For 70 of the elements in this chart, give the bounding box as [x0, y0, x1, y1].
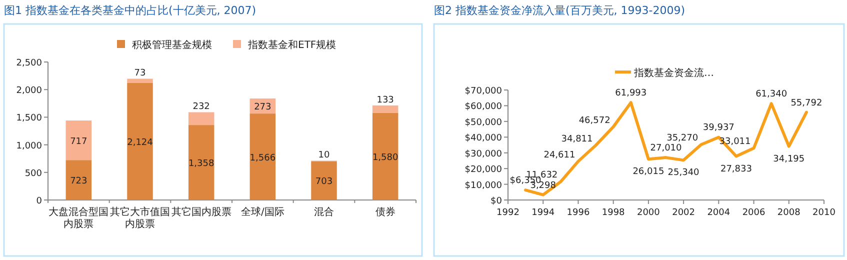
- data-label: 25,340: [668, 168, 700, 178]
- bar: [311, 161, 337, 200]
- data-label: 24,611: [544, 150, 576, 160]
- x-tick-label: 大盘混合型国内股票: [48, 206, 109, 230]
- y-tick-label: $70,000: [464, 86, 502, 96]
- x-tick-label: 2006: [742, 208, 766, 218]
- y-tick-label: 1,000: [16, 141, 42, 152]
- data-label: 27,010: [650, 144, 682, 154]
- x-tick-label: 1992: [496, 208, 520, 218]
- legend-label: 指数基金和ETF规模: [247, 39, 336, 51]
- bar: [250, 114, 276, 200]
- data-label: 27,833: [720, 164, 752, 174]
- x-tick-label: 2004: [707, 208, 730, 218]
- bar: [372, 105, 398, 113]
- data-label: 34,811: [561, 134, 593, 144]
- data-label: 1,358: [188, 159, 214, 170]
- y-tick-label: $20,000: [464, 165, 502, 176]
- x-tick-label: 其它大市值国内股票: [110, 206, 170, 230]
- data-label: 73: [134, 68, 146, 79]
- bar: [127, 82, 153, 200]
- data-label: 1,580: [372, 152, 398, 163]
- bar: [66, 120, 92, 160]
- data-label: 273: [254, 102, 272, 113]
- y-tick-label: 500: [24, 168, 42, 179]
- data-label: 723: [70, 176, 88, 187]
- x-tick-label: 2002: [672, 208, 696, 218]
- chart-title: 图2 指数基金资金净流入量(百万美元, 1993-2009): [434, 4, 686, 17]
- data-label: 1,566: [250, 153, 276, 164]
- data-label: 10: [318, 150, 330, 161]
- data-label: 39,937: [702, 123, 734, 134]
- x-tick-label: 全球/国际: [240, 206, 284, 218]
- chart-title: 图1 指数基金在各类基金中的占比(十亿美元, 2007): [4, 4, 256, 17]
- bar: [66, 160, 92, 200]
- x-tick-label: 1996: [566, 208, 590, 218]
- y-tick-label: 0: [36, 196, 42, 206]
- x-tick-label: 混合: [314, 206, 334, 218]
- y-tick-label: $60,000: [464, 102, 502, 112]
- y-tick-label: 2,500: [16, 58, 42, 68]
- x-tick-label: 2010: [812, 208, 836, 218]
- data-label: 2,124: [127, 138, 154, 148]
- x-tick-label: 1994: [532, 208, 555, 218]
- x-tick-label: 其它国内股票: [171, 206, 232, 218]
- legend-label: 指数基金资金流…: [633, 67, 714, 79]
- data-label: 232: [192, 102, 210, 112]
- data-label: 717: [70, 136, 88, 147]
- data-label: 35,270: [666, 134, 698, 144]
- x-tick-label: 债券: [375, 206, 396, 218]
- data-label: 61,993: [615, 88, 647, 99]
- bar: [372, 112, 398, 200]
- bar: [127, 78, 153, 83]
- data-label: 26,015: [632, 167, 664, 178]
- bar: [188, 125, 214, 200]
- y-tick-label: 1,500: [16, 114, 42, 124]
- data-label: 703: [315, 177, 333, 188]
- data-label: 133: [376, 95, 394, 106]
- x-tick-label: 2008: [777, 208, 801, 218]
- x-tick-label: 1998: [602, 208, 626, 218]
- x-tick-label: 2000: [636, 208, 660, 218]
- bar: [188, 112, 214, 126]
- y-tick-label: $50,000: [464, 118, 502, 128]
- data-label: 34,195: [773, 154, 805, 164]
- data-label: 61,340: [756, 90, 788, 100]
- y-tick-label: $40,000: [464, 134, 502, 144]
- data-label: 46,572: [578, 116, 610, 126]
- legend-label: 积极管理基金规模: [132, 39, 212, 51]
- data-label: 55,792: [790, 98, 822, 108]
- y-tick-label: 2,000: [16, 86, 42, 96]
- y-tick-label: $0: [490, 196, 502, 206]
- y-tick-label: $10,000: [464, 180, 502, 191]
- y-tick-label: $30,000: [464, 149, 502, 160]
